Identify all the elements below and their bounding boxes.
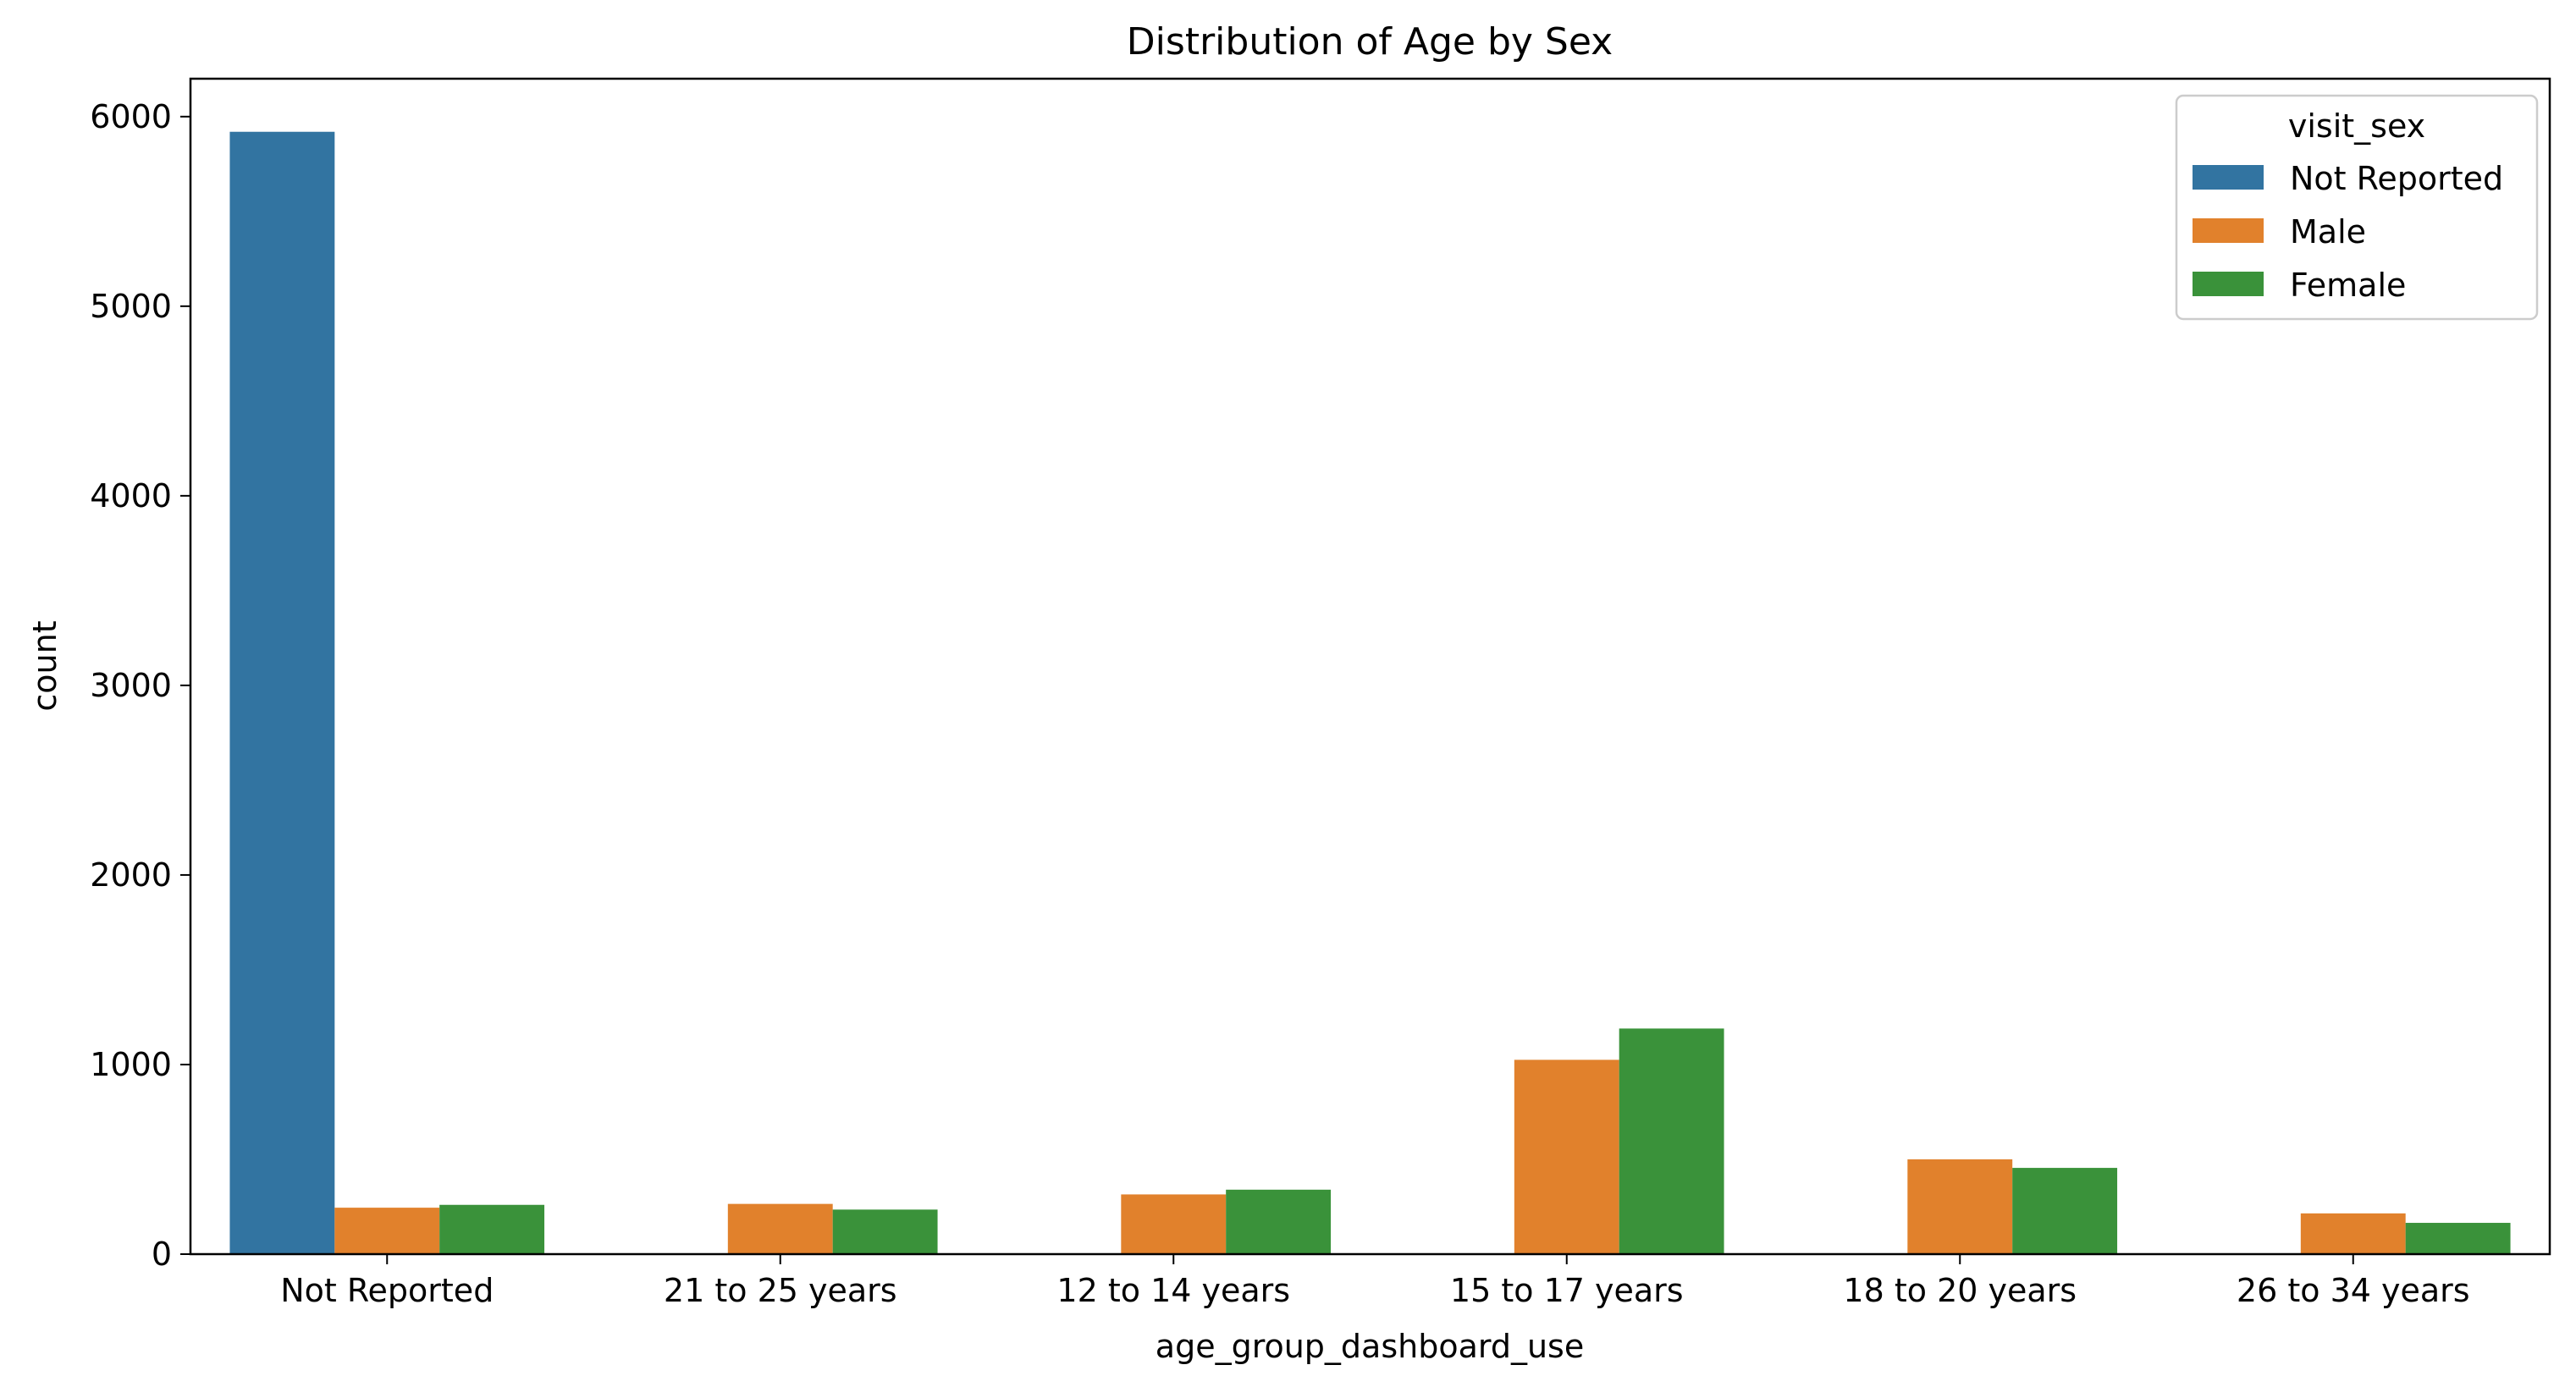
bars-layer [229,131,2511,1255]
bar [727,1203,833,1254]
legend-frame [2175,94,2539,321]
y-axis: 0 1000 2000 3000 4000 5000 6000 [90,98,190,1273]
y-tick-label: 2000 [90,856,172,894]
bar [2300,1213,2406,1254]
x-tick-label: Not Reported [280,1272,494,1309]
y-tick-label: 4000 [90,477,172,515]
bar [832,1209,938,1254]
x-axis: Not Reported 21 to 25 years 12 to 14 years… [280,1254,2470,1309]
legend-label: Female [2290,267,2406,304]
bar [1121,1194,1227,1254]
plot-frame [189,77,2551,1256]
legend: visit_sex Not Reported Male Female [2175,94,2539,321]
legend-label: Male [2290,213,2366,250]
x-axis-label: age_group_dashboard_use [1156,1328,1584,1365]
y-tick-label: 1000 [90,1046,172,1083]
y-tick-label: 3000 [90,667,172,704]
y-axis-label: count [26,620,63,711]
bar [1514,1060,1619,1254]
legend-swatch [2193,218,2264,243]
chart-title: Distribution of Age by Sex [1127,20,1613,63]
legend-items: Not Reported Male Female [2193,160,2503,304]
legend-title: visit_sex [2288,107,2425,145]
x-tick-label: 18 to 20 years [1843,1272,2077,1309]
x-tick-label: 15 to 17 years [1450,1272,1684,1309]
x-tick-label: 21 to 25 years [664,1272,897,1309]
legend-label: Not Reported [2290,160,2503,197]
bar [439,1204,545,1254]
x-tick-label: 26 to 34 years [2237,1272,2470,1309]
legend-swatch [2193,272,2264,296]
bar [229,131,335,1255]
bar [2405,1223,2511,1254]
x-tick-label: 12 to 14 years [1056,1272,1290,1309]
bar [1226,1189,1332,1254]
y-tick-label: 0 [152,1236,172,1273]
legend-swatch [2193,165,2264,190]
y-tick-label: 6000 [90,98,172,135]
bar [2012,1168,2118,1254]
y-tick-label: 5000 [90,288,172,325]
bar [334,1208,440,1254]
bar [1619,1028,1724,1254]
bar [1907,1159,2013,1254]
